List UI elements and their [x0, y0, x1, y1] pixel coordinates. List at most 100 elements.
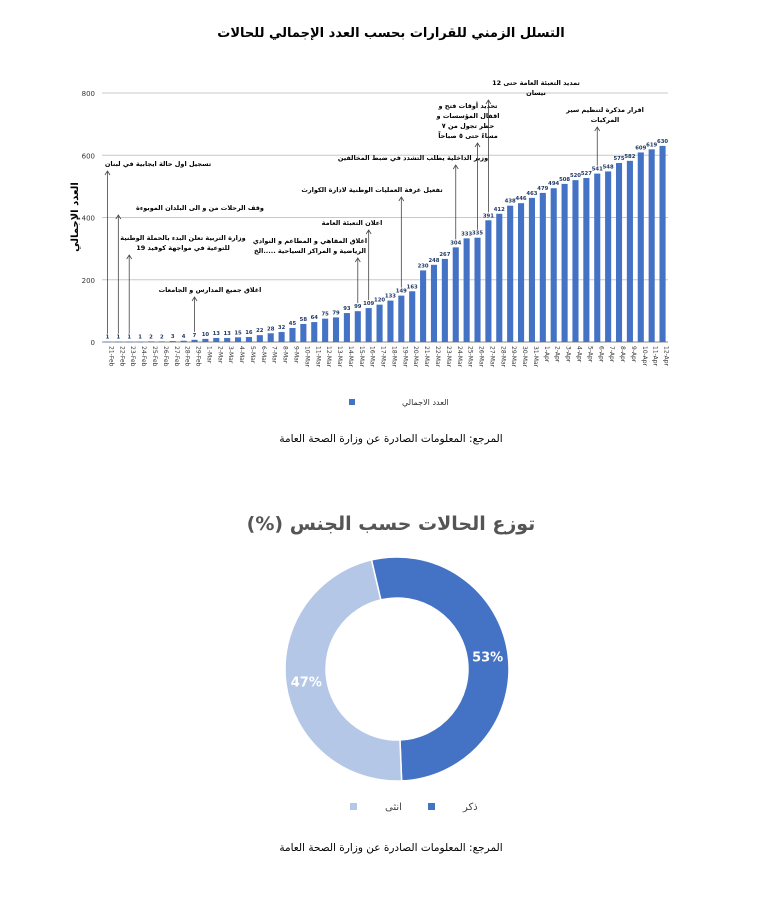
bar: [158, 341, 165, 342]
bar-data-label: 120: [374, 298, 385, 304]
bar: [496, 213, 503, 342]
annotation-text: تحديد أوقات فتح و: [438, 101, 498, 110]
x-tick-label: 22-Mar: [434, 346, 441, 368]
bar-data-label: 619: [646, 142, 657, 148]
legend-swatch: [350, 803, 357, 810]
x-tick-label: 21-Mar: [423, 346, 430, 368]
x-tick-label: 16-Mar: [369, 346, 376, 368]
bar-data-label: 4: [182, 334, 186, 340]
bar-data-label: 3: [171, 334, 175, 340]
bar: [583, 177, 590, 342]
bar: [507, 205, 514, 342]
bar: [365, 308, 372, 342]
x-tick-label: 18-Mar: [390, 346, 397, 368]
x-tick-label: 20-Mar: [412, 346, 419, 368]
x-tick-label: 10-Apr: [641, 346, 648, 367]
bar-data-label: 412: [494, 207, 505, 213]
bar: [278, 332, 285, 342]
annotation-arrowhead: [452, 164, 459, 170]
bar: [485, 220, 492, 342]
annotation-text: وزير الداخلية يطلب التشدد في ضبط المخالف…: [338, 154, 488, 162]
x-tick-label: 23-Feb: [129, 346, 136, 367]
bar: [235, 337, 242, 342]
bar-data-label: 508: [559, 177, 570, 183]
annotation-text: اقرار مذكرة لتنظيم سير: [565, 106, 644, 114]
x-tick-label: 12-Apr: [663, 346, 670, 367]
annotation-text: اعلان التعبئة العامة: [322, 219, 383, 227]
x-tick-label: 27-Mar: [488, 346, 495, 368]
x-tick-label: 8-Mar: [282, 346, 289, 364]
donut-slice-label: 47%: [291, 675, 322, 690]
bar-data-label: 494: [548, 181, 559, 187]
annotation-arrowhead: [365, 229, 372, 235]
bar: [572, 180, 579, 342]
x-tick-label: 3-Mar: [227, 346, 234, 364]
x-tick-label: 11-Apr: [652, 346, 659, 367]
bar-data-label: 149: [396, 289, 407, 295]
x-tick-label: 31-Mar: [532, 346, 539, 368]
x-tick-label: 7-Apr: [608, 346, 615, 363]
bar-data-label: 335: [472, 231, 483, 237]
x-tick-label: 28-Feb: [184, 346, 191, 367]
x-tick-label: 25-Feb: [151, 346, 158, 367]
donut-slice: [284, 559, 403, 782]
x-tick-label: 2-Mar: [216, 346, 223, 364]
bar-data-label: 45: [289, 321, 297, 327]
bar-data-label: 582: [624, 154, 635, 160]
x-tick-label: 25-Mar: [467, 346, 474, 368]
bar: [191, 339, 198, 342]
y-tick-label: 200: [82, 277, 95, 285]
annotation-text: حظر تجول من ٧: [442, 122, 495, 130]
annotation-arrowhead: [126, 254, 133, 260]
bar-data-label: 64: [311, 315, 319, 321]
legend-label: العدد الاجمالي: [402, 398, 449, 407]
bar: [180, 340, 187, 342]
bar-data-label: 520: [570, 173, 581, 179]
bar-data-label: 267: [439, 252, 450, 258]
annotation-arrowhead: [474, 142, 481, 148]
y-tick-label: 600: [82, 152, 95, 160]
annotation-text: اغلاق جميع المدارس و الجامعات: [159, 286, 262, 294]
bar: [452, 247, 459, 342]
bar-data-label: 133: [385, 294, 396, 300]
x-tick-label: 6-Apr: [597, 346, 604, 363]
bar-data-label: 446: [516, 196, 527, 202]
x-tick-label: 30-Mar: [521, 346, 528, 368]
annotation-arrowhead: [115, 214, 122, 220]
x-tick-label: 4-Apr: [575, 346, 582, 363]
bar-data-label: 1: [106, 335, 110, 341]
bar: [311, 322, 318, 342]
y-tick-label: 800: [82, 90, 95, 98]
bar: [474, 237, 481, 342]
annotation-text: وزارة التربية تعلن البدء بالحملة الوطنية: [120, 234, 245, 242]
x-tick-label: 26-Feb: [162, 346, 169, 367]
bar: [398, 295, 405, 342]
x-tick-label: 28-Mar: [499, 346, 506, 368]
bar: [115, 341, 122, 343]
bar: [137, 341, 144, 343]
bar-data-label: 548: [603, 164, 614, 170]
bar-chart-title: التسلل الزمني للقرارات بحسب العدد الإجما…: [217, 26, 565, 41]
x-tick-label: 2-Apr: [554, 346, 561, 363]
x-tick-label: 19-Mar: [401, 346, 408, 368]
donut-chart-source: المرجع: المعلومات الصادرة عن وزارة الصحة…: [279, 842, 503, 854]
bar: [637, 152, 644, 342]
x-tick-label: 7-Mar: [271, 346, 278, 364]
bar-data-label: 16: [245, 330, 253, 336]
bar-data-label: 541: [592, 167, 603, 173]
bar: [387, 300, 394, 342]
bar-data-label: 22: [256, 328, 264, 334]
x-tick-label: 23-Mar: [445, 346, 452, 368]
bar-data-label: 479: [537, 186, 548, 192]
x-tick-label: 12-Mar: [325, 346, 332, 368]
bar: [561, 183, 568, 342]
bar-data-label: 75: [321, 312, 329, 318]
legend-label: ذكر: [462, 802, 478, 813]
legend-swatch: [349, 399, 355, 405]
annotation-text: مساءً حتى ٥ صباحاً: [438, 131, 498, 140]
bar: [202, 338, 209, 342]
bar: [409, 291, 416, 342]
bar-data-label: 463: [526, 191, 537, 197]
bar-data-label: 630: [657, 139, 668, 145]
bar: [648, 149, 655, 342]
